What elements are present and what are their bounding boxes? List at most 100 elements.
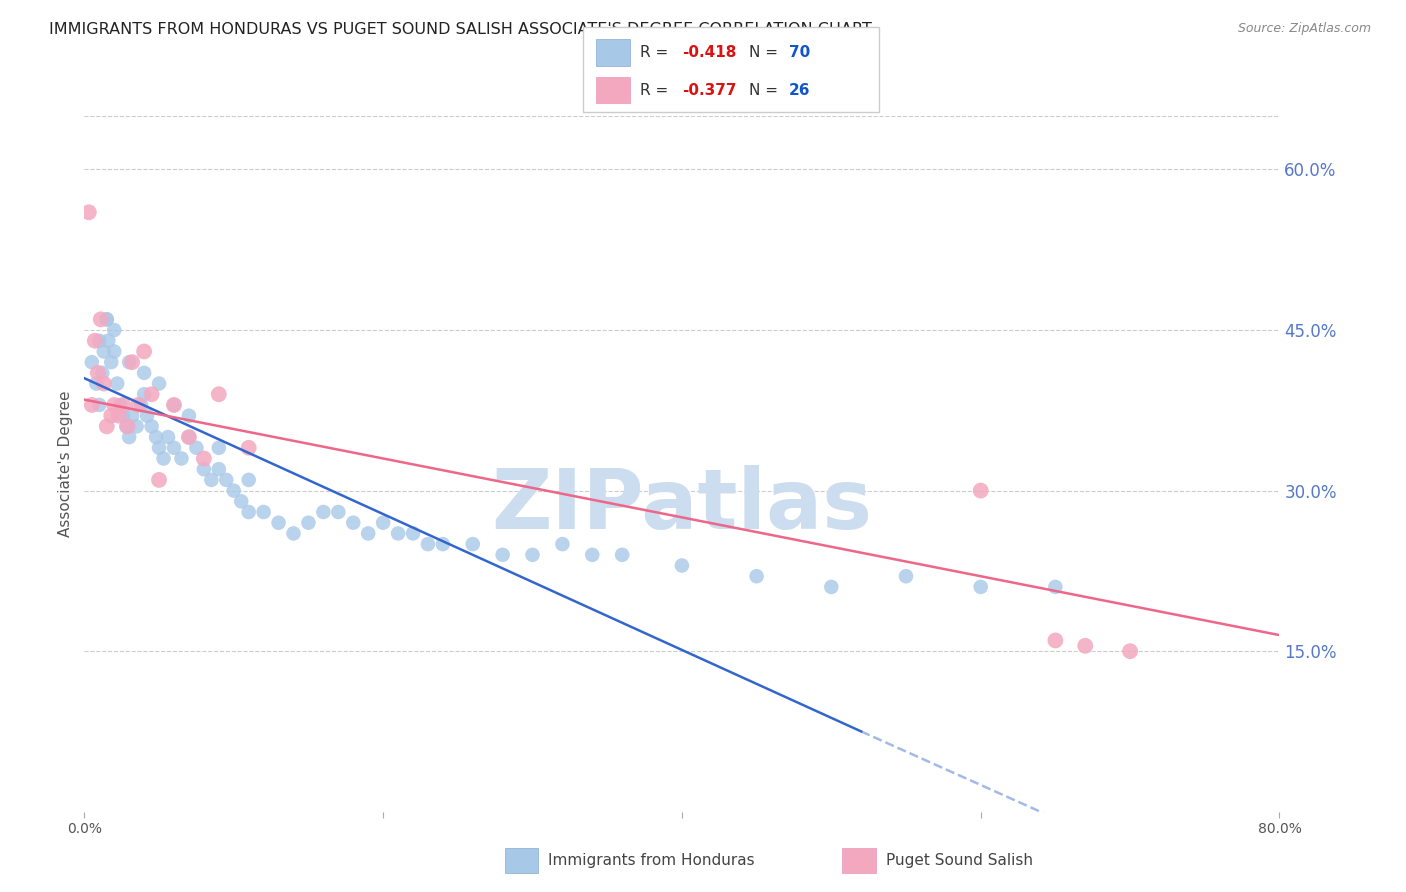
Text: R =: R = [640, 45, 673, 60]
Point [1045, 580, 1067, 594]
Point [152, 451, 174, 466]
Point [87, 366, 110, 380]
Point [97, 334, 120, 348]
Point [127, 398, 149, 412]
Point [132, 387, 156, 401]
Point [193, 451, 215, 466]
Point [1119, 644, 1142, 658]
Text: IMMIGRANTS FROM HONDURAS VS PUGET SOUND SALISH ASSOCIATE'S DEGREE CORRELATION CH: IMMIGRANTS FROM HONDURAS VS PUGET SOUND … [49, 22, 872, 37]
Point [163, 398, 186, 412]
Point [231, 494, 253, 508]
Point [148, 441, 170, 455]
Point [121, 355, 143, 369]
Text: R =: R = [640, 83, 673, 97]
Point [432, 537, 454, 551]
Point [117, 419, 139, 434]
Point [148, 376, 170, 391]
Point [91, 366, 114, 380]
Point [100, 409, 122, 423]
Point [90, 312, 112, 326]
Point [112, 398, 135, 412]
Point [132, 344, 156, 359]
Point [136, 409, 159, 423]
Point [148, 473, 170, 487]
Point [215, 473, 238, 487]
Point [402, 526, 425, 541]
Point [551, 537, 574, 551]
Point [105, 376, 128, 391]
Point [107, 409, 129, 423]
Point [371, 516, 394, 530]
Point [125, 419, 148, 434]
Text: ZIPatlas: ZIPatlas [492, 465, 872, 546]
Point [208, 387, 231, 401]
Point [970, 580, 993, 594]
Point [115, 419, 138, 434]
Point [492, 548, 515, 562]
Point [80, 398, 103, 412]
Point [157, 430, 180, 444]
Point [177, 409, 200, 423]
Point [103, 344, 125, 359]
Text: 26: 26 [789, 83, 810, 97]
Point [970, 483, 993, 498]
Point [186, 441, 208, 455]
Text: N =: N = [749, 45, 783, 60]
Point [110, 398, 132, 412]
Point [89, 334, 111, 348]
Point [297, 516, 319, 530]
Point [238, 473, 260, 487]
Point [342, 516, 364, 530]
Point [267, 516, 290, 530]
Point [93, 376, 115, 391]
Point [132, 366, 156, 380]
Point [129, 398, 152, 412]
Point [357, 526, 380, 541]
Text: N =: N = [749, 83, 783, 97]
Point [671, 558, 693, 573]
Text: Puget Sound Salish: Puget Sound Salish [886, 854, 1033, 868]
Point [193, 462, 215, 476]
Point [112, 409, 135, 423]
Point [103, 323, 125, 337]
Point [222, 483, 245, 498]
Point [200, 473, 222, 487]
Point [820, 580, 842, 594]
Point [283, 526, 305, 541]
Point [238, 505, 260, 519]
Point [610, 548, 633, 562]
Point [1045, 633, 1067, 648]
Point [328, 505, 350, 519]
Point [387, 526, 409, 541]
Point [177, 430, 200, 444]
Point [118, 355, 141, 369]
Point [208, 462, 231, 476]
Text: -0.377: -0.377 [682, 83, 737, 97]
Point [461, 537, 484, 551]
Point [163, 398, 186, 412]
Point [100, 355, 122, 369]
Point [894, 569, 917, 583]
Point [170, 451, 193, 466]
Text: Immigrants from Honduras: Immigrants from Honduras [548, 854, 755, 868]
Y-axis label: Associate's Degree: Associate's Degree [58, 391, 73, 537]
Point [80, 355, 103, 369]
Point [522, 548, 544, 562]
Point [83, 334, 105, 348]
Point [93, 344, 115, 359]
Text: Source: ZipAtlas.com: Source: ZipAtlas.com [1237, 22, 1371, 36]
Point [312, 505, 335, 519]
Point [581, 548, 603, 562]
Point [163, 441, 186, 455]
Point [118, 430, 141, 444]
Point [145, 430, 167, 444]
Point [208, 441, 231, 455]
Text: 70: 70 [789, 45, 810, 60]
Text: -0.418: -0.418 [682, 45, 737, 60]
Point [121, 409, 143, 423]
Point [238, 441, 260, 455]
Point [96, 312, 118, 326]
Point [1074, 639, 1097, 653]
Point [141, 387, 163, 401]
Point [96, 312, 118, 326]
